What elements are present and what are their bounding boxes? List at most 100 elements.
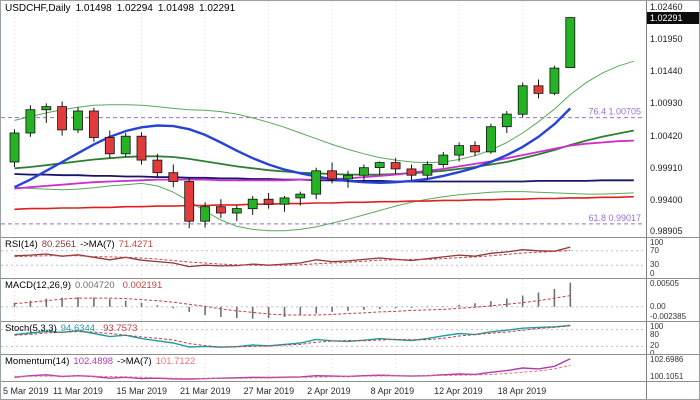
momentum-ma-title: ->MA(7) — [117, 356, 152, 367]
candle-bullish — [358, 167, 369, 176]
scale-tick: 0.98905 — [650, 226, 683, 236]
fib-label: 76.4 1.00705 — [588, 107, 641, 117]
macd-plot[interactable] — [1, 279, 646, 321]
scale-tick: 1.00930 — [650, 98, 683, 109]
scale-tick: -0.002385 — [650, 312, 687, 321]
stoch-title: Stoch(5,3,3) — [5, 323, 57, 334]
candle-bullish — [454, 145, 465, 156]
scale-tick: 1.01950 — [650, 34, 683, 45]
candle-bullish — [485, 126, 496, 153]
ma-red — [14, 195, 634, 211]
rsi-ma-value: 71.4271 — [118, 239, 153, 250]
symbol-period-label: USDCHF,Daily — [5, 3, 71, 14]
rsi-title: RSI(14) — [5, 239, 38, 250]
candle-bullish — [25, 109, 36, 134]
stochastic-plot[interactable] — [1, 322, 646, 354]
scale-tick: 0 — [650, 269, 655, 278]
stochastic-panel: Stoch(5,3,3) 94.6344 93.7573 100 80 20 0 — [1, 321, 699, 354]
date-label: 15 Mar 2019 — [116, 386, 168, 396]
open-value: 1.01498 — [75, 3, 112, 14]
scale-tick: 1.01440 — [650, 66, 683, 77]
macd-scale[interactable]: 0.00505 0.00 -0.002385 — [646, 279, 699, 321]
ma-green — [14, 129, 634, 176]
stoch-d-line — [14, 325, 571, 348]
macd-value: 0.004720 — [75, 280, 115, 291]
low-value: 1.01498 — [157, 3, 195, 14]
current-price-badge: 1.02291 — [647, 12, 699, 24]
stochastic-header: Stoch(5,3,3) 94.6344 93.7573 — [5, 323, 141, 334]
high-value: 1.02294 — [116, 3, 153, 14]
momentum-header: Momentum(14) 102.4898 ->MA(7) 101.7122 — [5, 356, 199, 367]
scale-tick: 1.02460 — [650, 2, 683, 12]
candle-bearish — [152, 159, 163, 174]
stoch-k-line — [14, 324, 571, 348]
candle-bearish — [390, 162, 401, 170]
scale-tick: 0.99910 — [650, 162, 683, 173]
candle-bearish — [215, 206, 226, 214]
candle-bearish — [89, 110, 99, 138]
bollinger-lower — [14, 182, 634, 232]
time-axis[interactable]: 5 Mar 2019 11 Mar 2019 15 Mar 2019 21 Mar 2… — [1, 381, 699, 399]
macd-panel: MACD(12,26,9) 0.004720 0.002191 0.00505 0.0… — [1, 278, 699, 321]
candle-bullish — [565, 17, 576, 69]
stoch-d-value: 93.7573 — [103, 323, 138, 334]
scale-tick: 0.00505 — [650, 279, 679, 288]
stochastic-scale[interactable]: 100 80 20 0 — [646, 322, 699, 354]
macd-header: MACD(12,26,9) 0.004720 0.002191 — [5, 280, 166, 291]
rsi-header: RSI(14) 80.2561 ->MA(7) 71.4271 — [5, 239, 157, 250]
ma-navy — [14, 173, 634, 183]
date-label: 8 Apr 2019 — [370, 386, 415, 396]
scale-tick: 70 — [650, 246, 659, 255]
rsi-panel: RSI(14) 80.2561 ->MA(7) 71.4271 100 70 30 0 — [1, 237, 699, 278]
momentum-ma-value: 101.7122 — [155, 356, 196, 367]
candle-bearish — [470, 145, 480, 153]
rsi-plot[interactable] — [1, 238, 646, 278]
main-price-plot[interactable]: 76.4 1.00705 61.8 0.99017 — [1, 1, 646, 237]
scale-tick: 20 — [650, 341, 659, 351]
rsi-scale[interactable]: 100 70 30 0 — [646, 238, 699, 278]
date-label: 27 Mar 2019 — [243, 386, 295, 396]
momentum-scale[interactable]: 102.6986 100.1051 — [646, 355, 699, 381]
scale-tick: 102.6986 — [650, 355, 684, 364]
date-label: 18 Apr 2019 — [497, 386, 547, 396]
fib-label: 61.8 0.99017 — [588, 213, 641, 223]
rsi-line — [14, 246, 571, 268]
scale-tick: 0.99400 — [650, 194, 683, 205]
momentum-plot[interactable] — [1, 355, 646, 381]
price-scale[interactable]: 1.02460 1.01950 1.01440 1.00930 1.00420 0.999… — [646, 1, 699, 237]
scale-tick: 100.1051 — [650, 372, 684, 381]
candle-bearish — [406, 168, 417, 176]
scale-tick: 100 — [650, 238, 664, 247]
candle-bullish — [549, 67, 560, 94]
scale-tick: 0 — [650, 349, 655, 354]
candle-bearish — [533, 85, 544, 94]
date-label: 11 Mar 2019 — [53, 386, 103, 396]
main-chart-panel: 76.4 1.00705 61.8 0.99017 USDCHF,Daily 1.0… — [1, 1, 699, 237]
chart-ohlc-header: USDCHF,Daily 1.01498 1.02294 1.01498 1.02291 — [5, 3, 240, 14]
date-label: 5 Mar 2019 — [3, 386, 49, 396]
rsi-ma-title: ->MA(7) — [80, 239, 115, 250]
candle-bullish — [295, 193, 306, 199]
momentum-panel: Momentum(14) 102.4898 ->MA(7) 101.7122 102.… — [1, 354, 699, 381]
candle-bearish — [327, 170, 338, 180]
candle-bullish — [501, 113, 512, 128]
ma-magenta — [14, 139, 634, 190]
candle-bullish — [41, 106, 52, 111]
momentum-title: Momentum(14) — [5, 356, 70, 367]
candle-bearish — [104, 136, 115, 155]
date-label: 2 Apr 2019 — [307, 386, 351, 396]
scale-tick: 0.00 — [650, 301, 666, 311]
scale-tick: 80 — [650, 330, 659, 339]
scale-tick: 100 — [650, 322, 664, 331]
candle-bullish — [517, 85, 528, 115]
candle-bullish — [247, 198, 258, 210]
candle-bullish — [73, 110, 83, 131]
candle-bullish — [422, 164, 433, 176]
candle-bullish — [231, 208, 242, 214]
stoch-k-value: 94.6344 — [60, 323, 96, 334]
candle-bullish — [438, 154, 449, 166]
candle-bullish — [311, 170, 322, 195]
scale-tick: 30 — [650, 260, 659, 270]
scale-tick: 1.00420 — [650, 130, 683, 141]
